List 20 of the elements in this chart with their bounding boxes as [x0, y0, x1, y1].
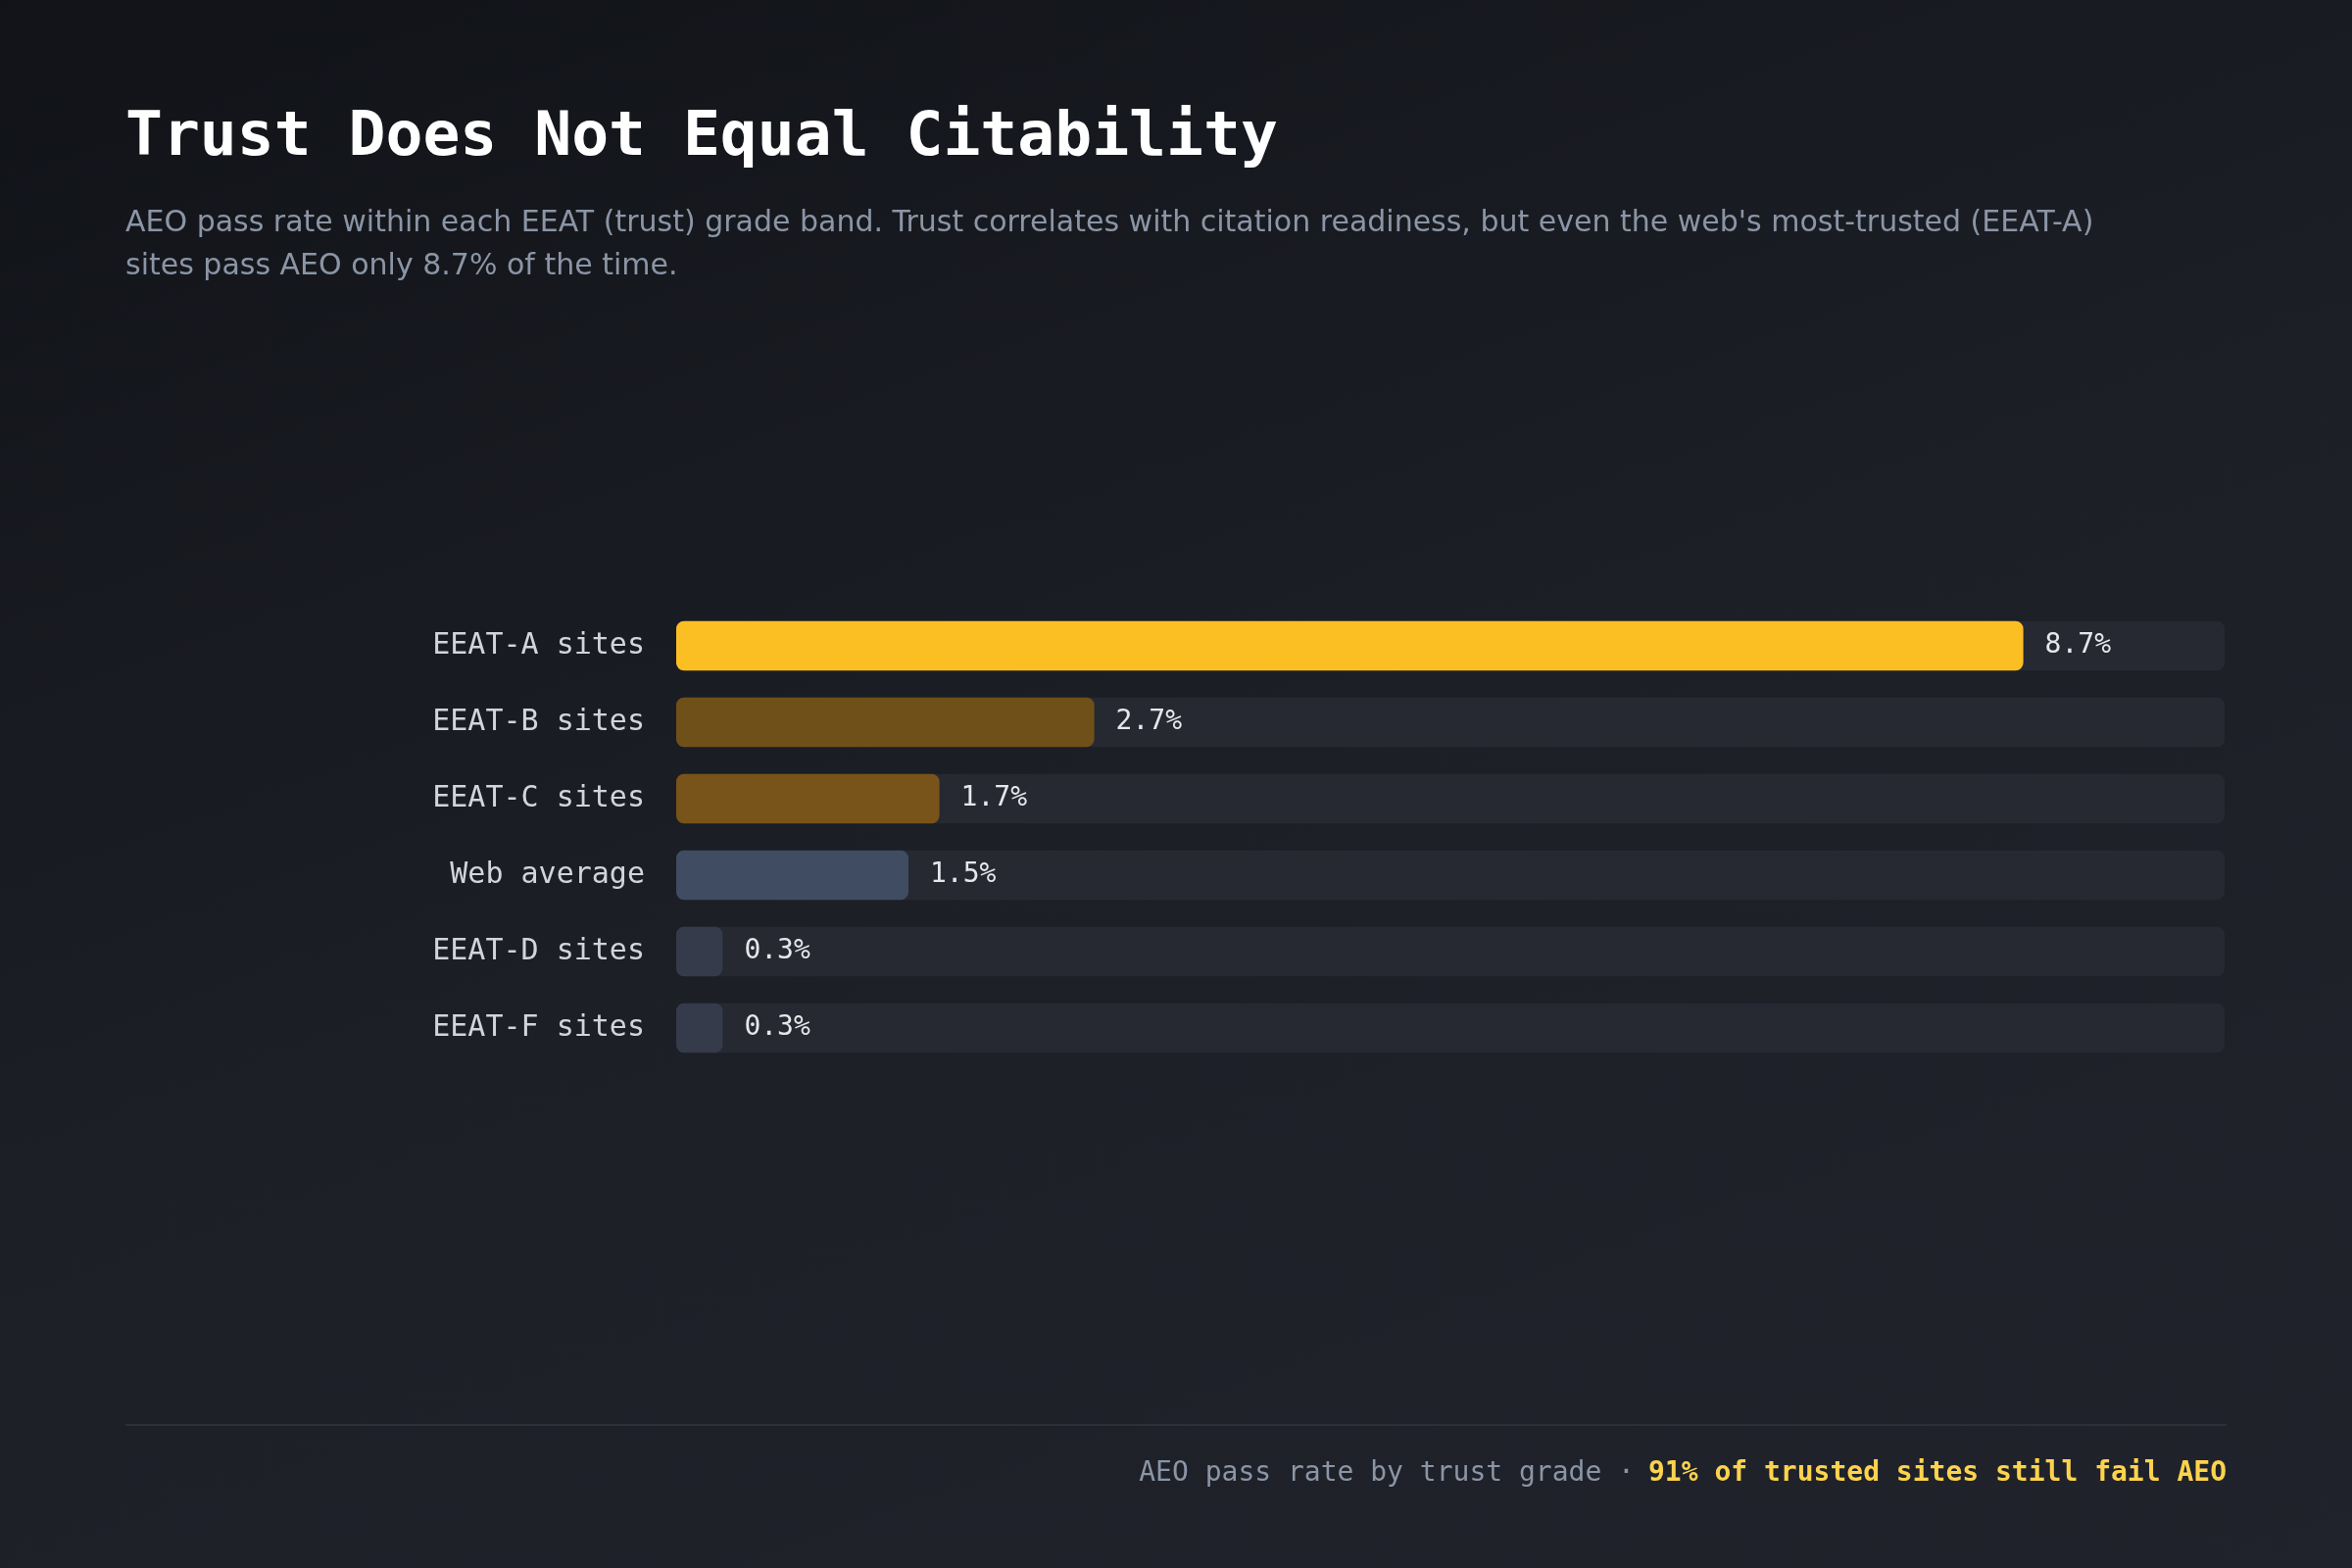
y-tick-label: Web average — [450, 855, 645, 890]
y-tick-label: EEAT-C sites — [432, 778, 645, 813]
chart-subtitle: AEO pass rate within each EEAT (trust) grade band. Trust correlates with citation readiness, but even the web's most-trusted (EEAT-A) sites pass AEO only 8.7% of the time. — [125, 203, 2095, 283]
y-tick-label: EEAT-F sites — [432, 1007, 645, 1043]
y-tick-label: EEAT-D sites — [432, 931, 645, 966]
data-label: 0.3% — [744, 1009, 810, 1043]
text: AEO pass rate by trust grade · — [1139, 1455, 1635, 1488]
bar — [676, 926, 723, 977]
chart-title: Trust Does Not Equal Citability — [125, 98, 1278, 170]
text: 91% of trusted sites still fail AEO — [1647, 1455, 2227, 1488]
bar — [676, 1003, 723, 1054]
data-label: 2.7% — [1115, 704, 1183, 737]
bar — [676, 850, 908, 901]
data-label: 0.3% — [744, 933, 810, 966]
bar — [676, 773, 940, 824]
data-label: 1.5% — [930, 857, 997, 890]
data-label: 1.7% — [960, 780, 1028, 813]
y-tick-label: EEAT-A sites — [432, 625, 645, 661]
y-tick-label: EEAT-B sites — [432, 702, 645, 737]
data-label: 8.7% — [2044, 627, 2112, 661]
